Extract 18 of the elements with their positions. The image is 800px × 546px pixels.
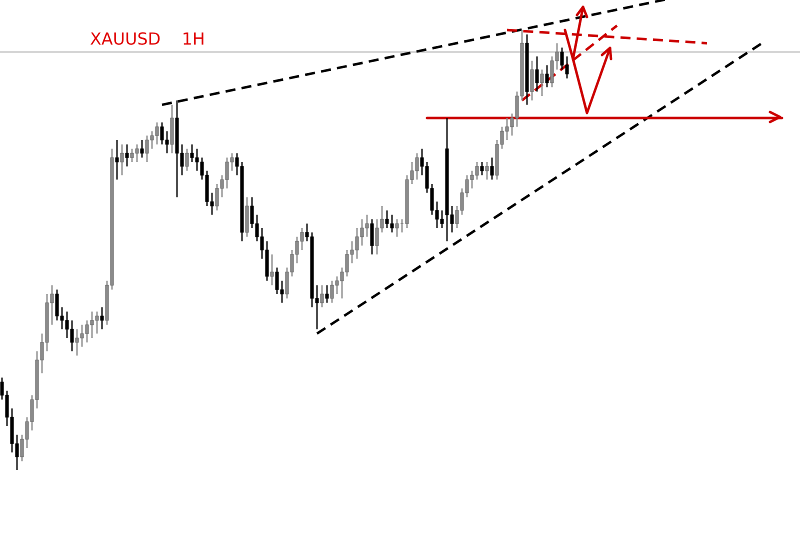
candlestick: [115, 139, 119, 180]
candlestick: [100, 306, 104, 330]
candlestick: [535, 56, 539, 92]
candlestick: [120, 144, 124, 176]
candlestick: [320, 284, 324, 308]
candlestick: [545, 64, 549, 88]
candlestick: [540, 68, 544, 97]
candlestick: [530, 60, 534, 102]
candlestick: [370, 218, 374, 256]
candlestick: [125, 144, 129, 168]
candlestick: [185, 148, 189, 172]
candlestick: [485, 161, 489, 180]
candlestick: [325, 284, 329, 304]
candlestick: [140, 139, 144, 158]
candlestick: [270, 254, 274, 286]
chart-title: XAUUSD 1H: [90, 32, 204, 45]
candlestick: [480, 161, 484, 176]
candlestick: [490, 156, 494, 180]
